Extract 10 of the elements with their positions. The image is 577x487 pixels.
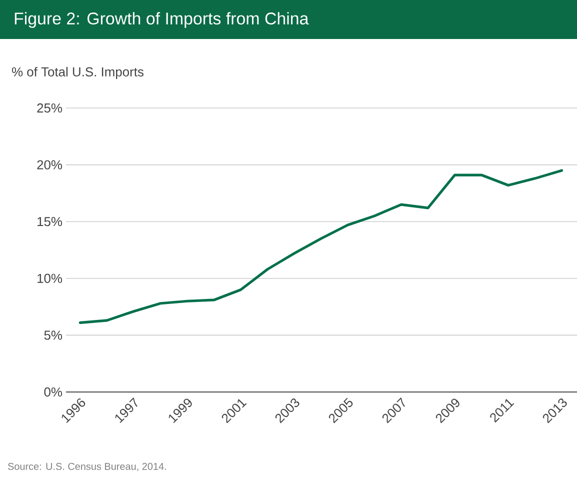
y-tick-label: 0% xyxy=(44,387,62,397)
y-tick-label: 25% xyxy=(37,103,62,113)
source-note: Source: U.S. Census Bureau, 2014. xyxy=(8,462,166,472)
y-tick-label: 15% xyxy=(38,217,62,226)
y-axis-title: % of Total U.S. Imports xyxy=(12,66,144,80)
y-tick-label: 10% xyxy=(38,274,62,283)
y-tick-label: 20% xyxy=(37,160,62,170)
y-tick-label: 5% xyxy=(44,330,62,340)
chart-title: Figure 2: Growth of Imports from China xyxy=(14,12,309,28)
line-series xyxy=(78,169,564,324)
